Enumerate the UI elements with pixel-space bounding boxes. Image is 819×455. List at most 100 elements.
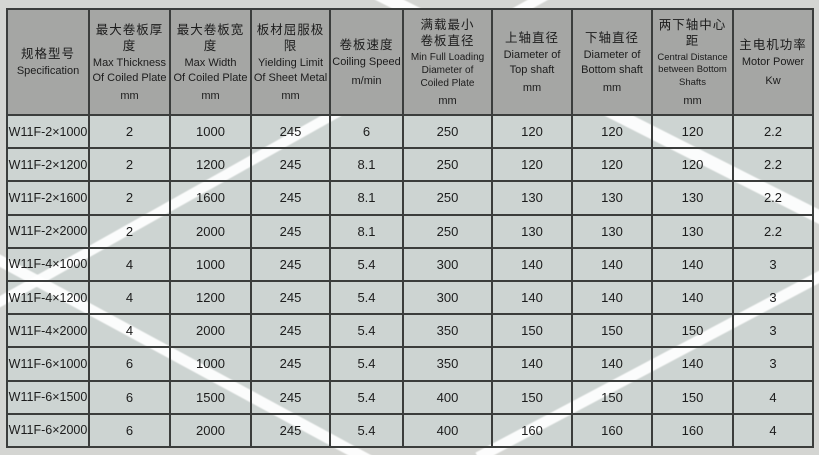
value-cell: 3: [732, 313, 814, 349]
value-cell: 120: [571, 147, 653, 183]
value-cell: 245: [250, 246, 331, 282]
value-cell: 245: [250, 279, 331, 316]
model-cell: W11F-2×1000: [6, 113, 90, 150]
value-cell: 6: [88, 346, 171, 382]
spec-table-header: 规格型号 Specification 最大卷板厚度 Max Thickness …: [6, 8, 814, 116]
value-cell: 245: [250, 213, 331, 249]
value-cell: 140: [571, 346, 653, 382]
col-header-unit: mm: [683, 94, 702, 107]
spec-table: 规格型号 Specification 最大卷板厚度 Max Thickness …: [6, 8, 814, 449]
value-cell: 5.4: [329, 279, 404, 316]
value-cell: 4: [88, 246, 171, 282]
value-cell: 8.1: [329, 180, 404, 216]
model-cell: W11F-6×2000: [6, 412, 90, 449]
col-header-yielding-limit: 板材屈服极限 Yielding Limit Of Sheet Metal mm: [250, 8, 331, 116]
value-cell: 2: [88, 113, 171, 150]
value-cell: 245: [250, 379, 331, 415]
value-cell: 120: [491, 113, 573, 150]
value-cell: 6: [88, 412, 171, 449]
value-cell: 245: [250, 180, 331, 216]
value-cell: 1000: [169, 246, 252, 282]
col-header-specification: 规格型号 Specification: [6, 8, 90, 116]
value-cell: 130: [491, 180, 573, 216]
col-header-unit: mm: [201, 90, 220, 103]
value-cell: 140: [491, 279, 573, 316]
table-row: W11F-2×2000 2 2000 245 8.1 250 130 130 130 2.2: [6, 213, 814, 249]
col-header-zh: 卷板速度: [339, 38, 394, 53]
col-header-zh: 满载最小 卷板直径: [420, 17, 475, 48]
col-header-en: Max Width Of Coiled Plate: [173, 57, 248, 84]
value-cell: 3: [732, 246, 814, 282]
value-cell: 4: [88, 279, 171, 316]
value-cell: 4: [88, 313, 171, 349]
col-header-unit: mm: [281, 90, 300, 103]
value-cell: 245: [250, 147, 331, 183]
col-header-en: Coiling Speed: [332, 56, 401, 69]
table-row: W11F-6×1000 6 1000 245 5.4 350 140 140 140 3: [6, 346, 814, 382]
model-cell: W11F-4×2000: [6, 313, 90, 349]
value-cell: 300: [402, 246, 493, 282]
spec-table-body: W11F-2×1000 2 1000 245 6 250 120 120 120 2.2 W11F-…: [6, 113, 814, 449]
value-cell: 5.4: [329, 379, 404, 415]
model-cell: W11F-6×1000: [6, 346, 90, 382]
value-cell: 130: [651, 213, 734, 249]
value-cell: 120: [651, 113, 734, 150]
value-cell: 2.2: [732, 213, 814, 249]
model-cell: W11F-2×1600: [6, 180, 90, 216]
value-cell: 245: [250, 313, 331, 349]
value-cell: 245: [250, 412, 331, 449]
value-cell: 3: [732, 279, 814, 316]
value-cell: 6: [88, 379, 171, 415]
col-header-max-width: 最大卷板宽度 Max Width Of Coiled Plate mm: [169, 8, 252, 116]
table-row: W11F-6×1500 6 1500 245 5.4 400 150 150 150 4: [6, 379, 814, 415]
value-cell: 140: [651, 279, 734, 316]
value-cell: 130: [651, 180, 734, 216]
col-header-bottom-shaft: 下轴直径 Diameter of Bottom shaft mm: [571, 8, 653, 116]
value-cell: 245: [250, 346, 331, 382]
col-header-unit: mm: [120, 90, 139, 103]
value-cell: 245: [250, 113, 331, 150]
value-cell: 140: [571, 279, 653, 316]
value-cell: 2.2: [732, 113, 814, 150]
value-cell: 5.4: [329, 412, 404, 449]
col-header-zh: 板材屈服极限: [256, 22, 325, 54]
col-header-en: Specification: [16, 64, 80, 77]
col-header-unit: mm: [438, 95, 457, 108]
col-header-top-shaft: 上轴直径 Diameter of Top shaft mm: [491, 8, 573, 116]
col-header-en: Max Thickness Of Coiled Plate: [92, 57, 167, 84]
value-cell: 400: [402, 412, 493, 449]
value-cell: 140: [571, 246, 653, 282]
value-cell: 350: [402, 346, 493, 382]
value-cell: 250: [402, 113, 493, 150]
table-row: W11F-2×1600 2 1600 245 8.1 250 130 130 130 2.2: [6, 180, 814, 216]
value-cell: 140: [651, 346, 734, 382]
value-cell: 140: [491, 346, 573, 382]
col-header-coiling-speed: 卷板速度 Coiling Speed m/min: [329, 8, 404, 116]
value-cell: 4: [732, 379, 814, 415]
value-cell: 250: [402, 180, 493, 216]
value-cell: 2.2: [732, 147, 814, 183]
table-row: W11F-4×2000 4 2000 245 5.4 350 150 150 150 3: [6, 313, 814, 349]
value-cell: 140: [651, 246, 734, 282]
value-cell: 6: [329, 113, 404, 150]
value-cell: 1200: [169, 279, 252, 316]
value-cell: 2000: [169, 412, 252, 449]
table-row: W11F-2×1200 2 1200 245 8.1 250 120 120 120 2.2: [6, 147, 814, 183]
value-cell: 130: [571, 213, 653, 249]
value-cell: 150: [491, 379, 573, 415]
value-cell: 120: [651, 147, 734, 183]
col-header-unit: m/min: [351, 74, 382, 87]
col-header-en: Diameter of Top shaft: [503, 49, 561, 76]
col-header-zh: 最大卷板宽度: [176, 22, 245, 54]
value-cell: 400: [402, 379, 493, 415]
model-cell: W11F-4×1000: [6, 246, 90, 282]
col-header-motor-power: 主电机功率 Motor Power Kw: [732, 8, 814, 116]
model-cell: W11F-2×2000: [6, 213, 90, 249]
value-cell: 300: [402, 279, 493, 316]
col-header-en: Min Full Loading Diameter of Coiled Plat…: [410, 52, 485, 90]
value-cell: 120: [491, 147, 573, 183]
value-cell: 1600: [169, 180, 252, 216]
value-cell: 150: [571, 313, 653, 349]
value-cell: 150: [491, 313, 573, 349]
